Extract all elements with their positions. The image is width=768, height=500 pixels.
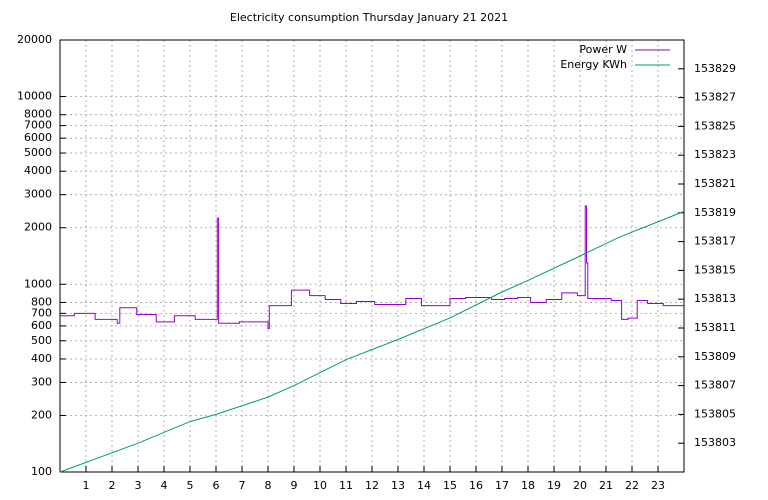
x-tick-label: 10 (313, 479, 327, 492)
x-tick-label: 2 (109, 479, 116, 492)
y2-tick-label: 153809 (694, 350, 736, 363)
y-tick-label: 4000 (24, 164, 52, 177)
y2-tick-label: 153823 (694, 148, 736, 161)
y-tick-label: 100 (31, 465, 52, 478)
y2-tick-label: 153817 (694, 235, 736, 248)
chart-title: Electricity consumption Thursday January… (230, 11, 508, 24)
y-tick-label: 3000 (24, 188, 52, 201)
y-tick-label: 2000 (24, 221, 52, 234)
plot-frame (59, 39, 685, 473)
y2-tick-label: 153825 (694, 119, 736, 132)
x-tick-label: 19 (547, 479, 561, 492)
x-tick-label: 1 (83, 479, 90, 492)
x-tick-label: 13 (391, 479, 405, 492)
y-tick-label: 5000 (24, 146, 52, 159)
y-tick-label: 6000 (24, 131, 52, 144)
x-tick-label: 8 (265, 479, 272, 492)
y-tick-label: 700 (31, 306, 52, 319)
legend-label: Power W (579, 43, 627, 56)
x-tick-label: 7 (239, 479, 246, 492)
y-tick-label: 8000 (24, 108, 52, 121)
y2-tick-label: 153803 (694, 436, 736, 449)
x-tick-label: 12 (365, 479, 379, 492)
x-tick-label: 17 (495, 479, 509, 492)
x-tick-label: 6 (213, 479, 220, 492)
y-tick-label: 400 (31, 352, 52, 365)
y-tick-label: 500 (31, 334, 52, 347)
y2-tick-label: 153811 (694, 321, 736, 334)
x-tick-label: 22 (625, 479, 639, 492)
y2-tick-label: 153827 (694, 91, 736, 104)
series-line (59, 210, 685, 473)
y-tick-label: 800 (31, 295, 52, 308)
x-tick-label: 18 (521, 479, 535, 492)
y-tick-label: 1000 (24, 277, 52, 290)
y2-tick-label: 153821 (694, 177, 736, 190)
x-tick-label: 9 (291, 479, 298, 492)
y-tick-label: 10000 (17, 90, 52, 103)
y2-tick-label: 153813 (694, 292, 736, 305)
x-tick-label: 5 (187, 479, 194, 492)
x-tick-label: 20 (573, 479, 587, 492)
x-tick-label: 4 (161, 479, 168, 492)
y-tick-label: 300 (31, 375, 52, 388)
y2-tick-label: 153819 (694, 206, 736, 219)
legend-label: Energy KWh (560, 58, 627, 71)
x-tick-label: 3 (135, 479, 142, 492)
x-tick-label: 11 (339, 479, 353, 492)
x-tick-label: 14 (417, 479, 431, 492)
y2-tick-label: 153829 (694, 62, 736, 75)
series-line (60, 205, 684, 330)
y-tick-label: 600 (31, 319, 52, 332)
x-tick-label: 21 (599, 479, 613, 492)
y2-tick-label: 153815 (694, 263, 736, 276)
y2-tick-label: 153805 (694, 407, 736, 420)
x-tick-label: 16 (469, 479, 483, 492)
x-tick-label: 15 (443, 479, 457, 492)
x-tick-label: 23 (651, 479, 665, 492)
y-tick-label: 200 (31, 408, 52, 421)
y-tick-label: 7000 (24, 119, 52, 132)
y2-tick-label: 153807 (694, 379, 736, 392)
y-tick-label: 20000 (17, 33, 52, 46)
